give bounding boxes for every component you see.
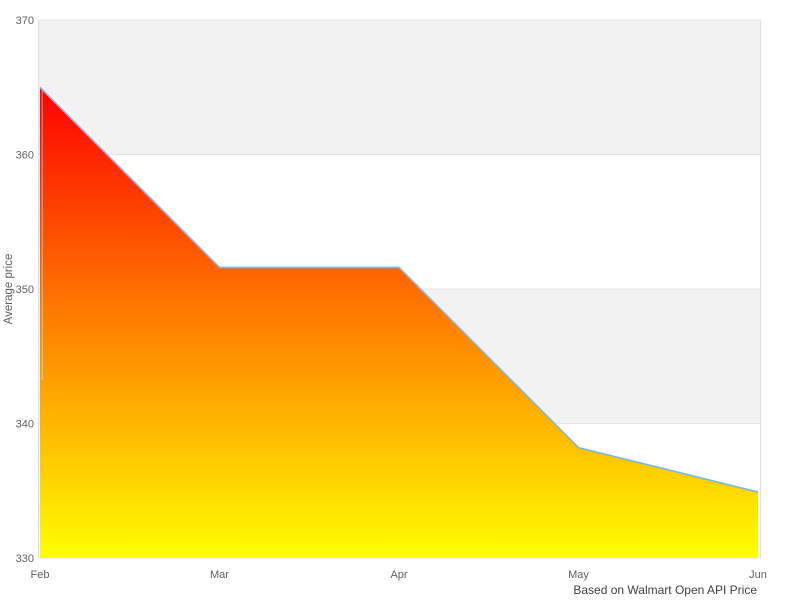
price-area-series bbox=[39, 86, 759, 559]
price-line bbox=[39, 86, 759, 493]
chart-credit-caption: Based on Walmart Open API Price bbox=[573, 583, 757, 597]
y-axis-tick-labels: 330 340 350 360 370 bbox=[16, 15, 34, 565]
x-category-label: May bbox=[568, 569, 589, 581]
x-category-label: Jun bbox=[749, 569, 767, 581]
y-tick-label: 370 bbox=[16, 15, 34, 27]
plot-band bbox=[39, 20, 761, 155]
area-fill bbox=[40, 87, 758, 559]
y-axis-title: Average price bbox=[3, 254, 15, 325]
plot-borders bbox=[38, 20, 761, 558]
x-category-label: Apr bbox=[390, 569, 407, 581]
x-category-label: Mar bbox=[210, 569, 229, 581]
x-axis-category-labels: Feb Mar Apr May Jun bbox=[31, 569, 767, 581]
y-tick-label: 350 bbox=[16, 284, 34, 296]
y-tick-label: 340 bbox=[16, 419, 34, 431]
x-category-label: Feb bbox=[31, 569, 50, 581]
y-tick-label: 330 bbox=[16, 553, 34, 565]
y-tick-label: 360 bbox=[16, 150, 34, 162]
